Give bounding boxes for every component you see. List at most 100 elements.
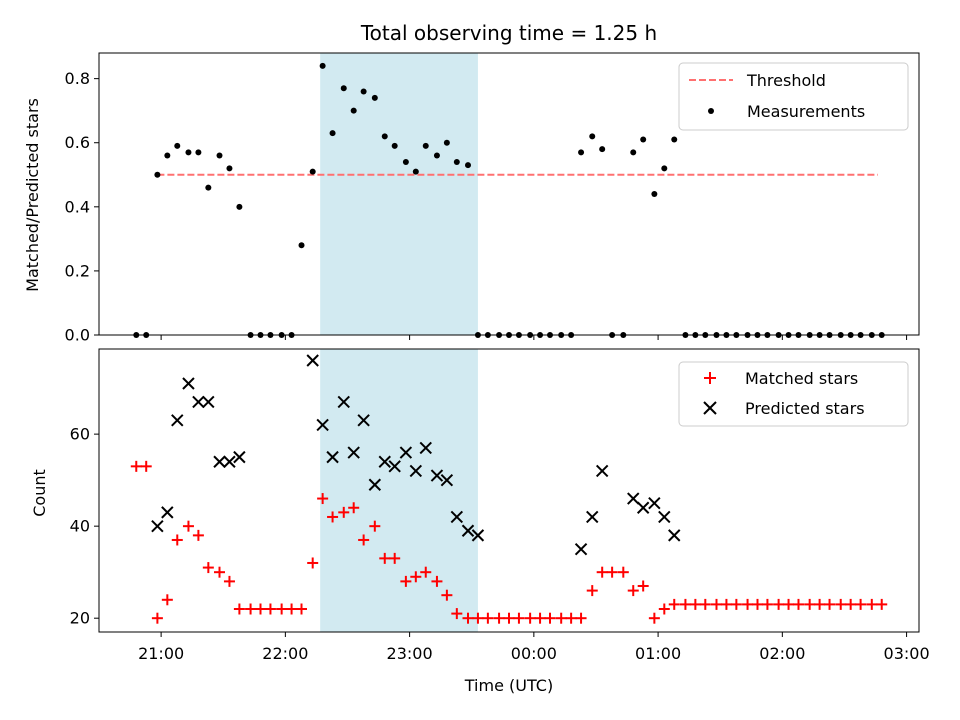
predicted-star-marker (440, 473, 454, 487)
matched-star-marker (814, 598, 826, 610)
legend-predicted-label: Predicted stars (745, 399, 865, 418)
x-tick-label: 02:00 (759, 644, 805, 663)
legend-matched-label: Matched stars (745, 369, 858, 388)
measurement-point (154, 171, 161, 178)
predicted-star-marker (461, 524, 475, 537)
matched-star-marker (845, 598, 857, 610)
legend-matched-swatch (704, 372, 716, 384)
axes-frame (98, 52, 920, 336)
legend-threshold-label: Threshold (746, 71, 826, 90)
highlight-rect (320, 349, 478, 632)
predicted-star-marker (368, 478, 382, 491)
measurement-point (630, 149, 637, 156)
y-tick-label: 0.2 (65, 261, 90, 280)
measurement-point (371, 94, 378, 101)
measurement-point (174, 142, 181, 149)
y-tick-label: 0.8 (65, 69, 90, 88)
y-tick-label: 0.0 (65, 326, 90, 345)
measurement-point (465, 162, 471, 169)
matched-star-marker (182, 520, 194, 532)
matched-star-marker (245, 603, 257, 615)
top-panel: 0.00.20.40.60.8 Matched/Predicted stars … (23, 52, 920, 345)
matched-star-marker (617, 566, 629, 578)
predicted-star-marker (399, 446, 413, 459)
matched-star-marker (482, 612, 494, 624)
measurement-point (640, 136, 647, 143)
measurement-point (391, 142, 398, 149)
axes-frame (98, 348, 920, 633)
predicted-star-marker (192, 395, 205, 409)
matched-star-marker (544, 612, 556, 624)
x-tick-label: 23:00 (387, 644, 433, 663)
measurement-point (381, 133, 388, 140)
matched-star-marker (637, 580, 649, 592)
matched-star-marker (710, 598, 722, 610)
predicted-star-marker (627, 492, 640, 505)
matched-star-marker (358, 534, 370, 546)
matched-star-marker (783, 598, 795, 610)
predicted-star-marker (378, 455, 391, 468)
matched-star-marker (441, 589, 453, 601)
matched-star-marker (513, 612, 525, 624)
matched-star-marker (855, 598, 867, 610)
y-tick-label: 60 (70, 425, 90, 444)
matched-star-marker (202, 562, 214, 574)
measurement-point (236, 203, 243, 210)
matched-star-marker (140, 460, 152, 472)
matched-star-marker (493, 612, 505, 624)
bottom-axes: 20 40 60 21:00 22:00 23:00 00:00 01:00 02:00 03:0… (70, 348, 930, 663)
predicted-star-marker (409, 464, 423, 478)
matched-star-marker (689, 598, 701, 610)
matched-star-marker (658, 603, 670, 615)
matched-star-marker (223, 575, 235, 587)
matched-star-marker (410, 571, 422, 583)
matched-star-marker (296, 603, 308, 615)
matched-star-marker (255, 603, 267, 615)
legend-predicted-swatch (703, 401, 717, 415)
predicted-star-marker (471, 529, 485, 542)
bottom-y-axis-label: Count (30, 469, 49, 517)
measurement-point (671, 136, 678, 143)
matched-star-marker (761, 598, 773, 610)
matched-star-marker (400, 575, 412, 587)
predicted-star-marker (202, 395, 215, 409)
measurement-point (319, 62, 326, 69)
matched-star-marker (462, 612, 474, 624)
matched-star-marker (524, 612, 536, 624)
matched-star-marker (751, 598, 763, 610)
top-highlight-span (320, 53, 478, 335)
x-axis-label: Time (UTC) (464, 676, 553, 695)
matched-star-marker (586, 585, 598, 597)
bottom-legend: Matched stars Predicted stars (678, 361, 909, 427)
matched-star-marker (730, 598, 742, 610)
matched-star-marker (792, 598, 804, 610)
matched-star-marker (606, 566, 618, 578)
top-axes: 0.0 0.2 0.4 0.6 0.8 (65, 52, 920, 345)
predicted-star-marker (151, 519, 164, 533)
measurement-point (651, 191, 658, 197)
matched-star-marker (171, 534, 183, 546)
matched-star-marker (824, 598, 836, 610)
matched-star-marker (627, 585, 639, 597)
predicted-star-marker (347, 446, 360, 459)
top-y-axis-label: Matched/Predicted stars (23, 98, 42, 292)
predicted-star-marker (574, 542, 588, 556)
highlight-rect (320, 53, 478, 335)
matched-star-marker (369, 520, 381, 532)
measurement-point (195, 149, 202, 156)
matched-star-marker (472, 612, 484, 624)
measurement-point (661, 165, 668, 172)
x-tick-label: 21:00 (138, 644, 184, 663)
matched-stars-points (130, 460, 888, 624)
measurement-point (298, 242, 305, 249)
matched-star-marker (773, 598, 785, 610)
matched-star-marker (233, 603, 245, 615)
matched-star-marker (276, 603, 288, 615)
measurement-point (599, 146, 606, 153)
predicted-star-marker (595, 464, 609, 478)
matched-star-marker (804, 598, 816, 610)
legend-measurements-label: Measurements (747, 102, 865, 121)
matched-star-marker (668, 598, 680, 610)
top-legend: Threshold Measurements (678, 62, 909, 131)
